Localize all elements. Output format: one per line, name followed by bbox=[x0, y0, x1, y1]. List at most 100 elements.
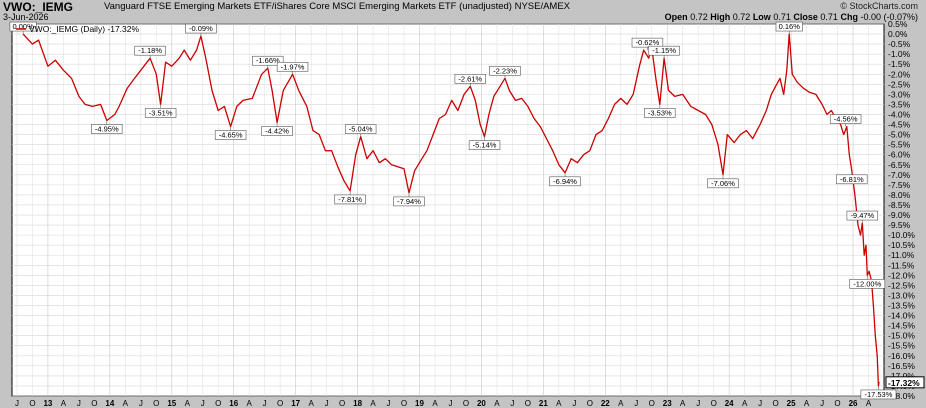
x-tick-label: J bbox=[139, 399, 143, 408]
x-tick-label: 21 bbox=[539, 399, 548, 408]
chart-date: 3-Jun-2026 bbox=[3, 12, 49, 22]
x-tick-label: J bbox=[201, 399, 205, 408]
x-tick-label: O bbox=[463, 399, 469, 408]
x-tick-label: A bbox=[618, 399, 624, 408]
y-tick-label: -7.5% bbox=[888, 180, 911, 190]
x-tick-label: J bbox=[387, 399, 391, 408]
y-tick-label: -1.5% bbox=[888, 59, 911, 69]
x-tick-label: 23 bbox=[663, 399, 672, 408]
y-tick-label: -9.5% bbox=[888, 220, 911, 230]
close-label: Close bbox=[793, 12, 818, 22]
x-tick-label: J bbox=[448, 399, 452, 408]
y-tick-label: -16.5% bbox=[888, 361, 915, 371]
x-tick-label: 17 bbox=[291, 399, 300, 408]
annotation-label: -7.94% bbox=[397, 197, 421, 206]
annotation-box bbox=[846, 210, 879, 221]
annotation-label: -2.23% bbox=[493, 66, 517, 75]
ohlc-stats: Open 0.72 High 0.72 Low 0.71 Close 0.71 … bbox=[665, 12, 918, 22]
x-tick-label: O bbox=[711, 399, 717, 408]
y-tick-label: -15.5% bbox=[888, 341, 915, 351]
x-tick-label: A bbox=[247, 399, 253, 408]
annotation-label: -6.94% bbox=[553, 177, 577, 186]
x-tick-label: O bbox=[834, 399, 840, 408]
x-tick-label: A bbox=[432, 399, 438, 408]
low-value: 0.71 bbox=[773, 12, 791, 22]
x-tick-label: A bbox=[61, 399, 67, 408]
annotation-label: -7.81% bbox=[338, 195, 362, 204]
x-tick-label: O bbox=[587, 399, 593, 408]
x-tick-label: O bbox=[277, 399, 283, 408]
y-tick-label: -7.0% bbox=[888, 170, 911, 180]
y-tick-label: -4.5% bbox=[888, 120, 911, 130]
last-value-label: -17.32% bbox=[888, 378, 920, 388]
close-value: 0.71 bbox=[820, 12, 838, 22]
high-value: 0.72 bbox=[732, 12, 751, 22]
annotation-box bbox=[829, 114, 862, 124]
y-tick-label: -8.0% bbox=[888, 190, 911, 200]
source-label[interactable]: © StockCharts.com bbox=[840, 1, 918, 11]
annotation-label: -4.95% bbox=[95, 125, 119, 134]
y-tick-label: -8.5% bbox=[888, 200, 911, 210]
annotation-box bbox=[836, 174, 868, 185]
x-tick-label: A bbox=[308, 399, 314, 408]
annotation-label: -7.06% bbox=[711, 179, 735, 188]
annotation-label: 0.00% bbox=[13, 22, 35, 31]
y-tick-label: -11.5% bbox=[888, 260, 915, 270]
annotation-box bbox=[489, 65, 521, 76]
symbol-label: VWO:_IEMG bbox=[3, 0, 74, 14]
x-tick-label: O bbox=[29, 399, 35, 408]
y-tick-label: -11.0% bbox=[888, 250, 915, 260]
annotation-label: -1.18% bbox=[138, 46, 162, 55]
x-tick-label: O bbox=[153, 399, 159, 408]
annotation-box bbox=[276, 61, 309, 72]
annotation-box bbox=[344, 124, 377, 134]
x-tick-label: J bbox=[572, 399, 576, 408]
series-line bbox=[22, 33, 880, 387]
last-value-box bbox=[885, 376, 925, 389]
y-tick-label: -3.5% bbox=[888, 99, 911, 109]
y-tick-label: -14.5% bbox=[888, 321, 915, 331]
y-tick-label: -2.0% bbox=[888, 69, 911, 79]
annotation-box bbox=[144, 108, 177, 118]
y-tick-label: -0.5% bbox=[888, 39, 911, 49]
x-tick-label: 13 bbox=[43, 399, 52, 408]
annotation-box bbox=[860, 389, 897, 400]
annotation-label: -1.15% bbox=[652, 46, 676, 55]
y-tick-label: -15.0% bbox=[888, 331, 915, 341]
x-tick-label: J bbox=[634, 399, 638, 408]
x-tick-label: J bbox=[15, 399, 19, 408]
annotation-box bbox=[775, 21, 803, 32]
annotation-label: -3.51% bbox=[149, 108, 173, 117]
x-tick-label: O bbox=[773, 399, 779, 408]
high-label: High bbox=[710, 12, 731, 22]
x-tick-label: 18 bbox=[353, 399, 362, 408]
x-tick-label: J bbox=[325, 399, 329, 408]
x-tick-label: J bbox=[758, 399, 762, 408]
x-tick-label: A bbox=[185, 399, 191, 408]
x-tick-label: 19 bbox=[415, 399, 424, 408]
annotation-label: -0.62% bbox=[636, 38, 660, 47]
x-tick-label: A bbox=[370, 399, 376, 408]
y-tick-label: -6.0% bbox=[888, 150, 911, 160]
x-tick-label: A bbox=[680, 399, 686, 408]
annotation-box bbox=[252, 55, 284, 66]
annotation-label: -1.97% bbox=[281, 62, 305, 71]
y-tick-label: -13.0% bbox=[888, 290, 915, 300]
x-tick-label: O bbox=[401, 399, 407, 408]
y-tick-label: -16.0% bbox=[888, 351, 915, 361]
y-tick-label: -9.0% bbox=[888, 210, 911, 220]
x-tick-label: 26 bbox=[849, 399, 858, 408]
y-tick-label: 0.0% bbox=[888, 29, 908, 39]
y-tick-label: -10.0% bbox=[888, 230, 915, 240]
annotation-box bbox=[393, 196, 425, 207]
annotation-label: -3.53% bbox=[648, 108, 672, 117]
y-tick-label: -14.0% bbox=[888, 311, 915, 321]
annotation-box bbox=[91, 124, 123, 134]
x-tick-label: J bbox=[77, 399, 81, 408]
annotation-label: -5.14% bbox=[473, 141, 497, 150]
y-tick-label: -12.0% bbox=[888, 270, 915, 280]
x-tick-label: 16 bbox=[229, 399, 238, 408]
annotation-label: -6.81% bbox=[840, 175, 864, 184]
